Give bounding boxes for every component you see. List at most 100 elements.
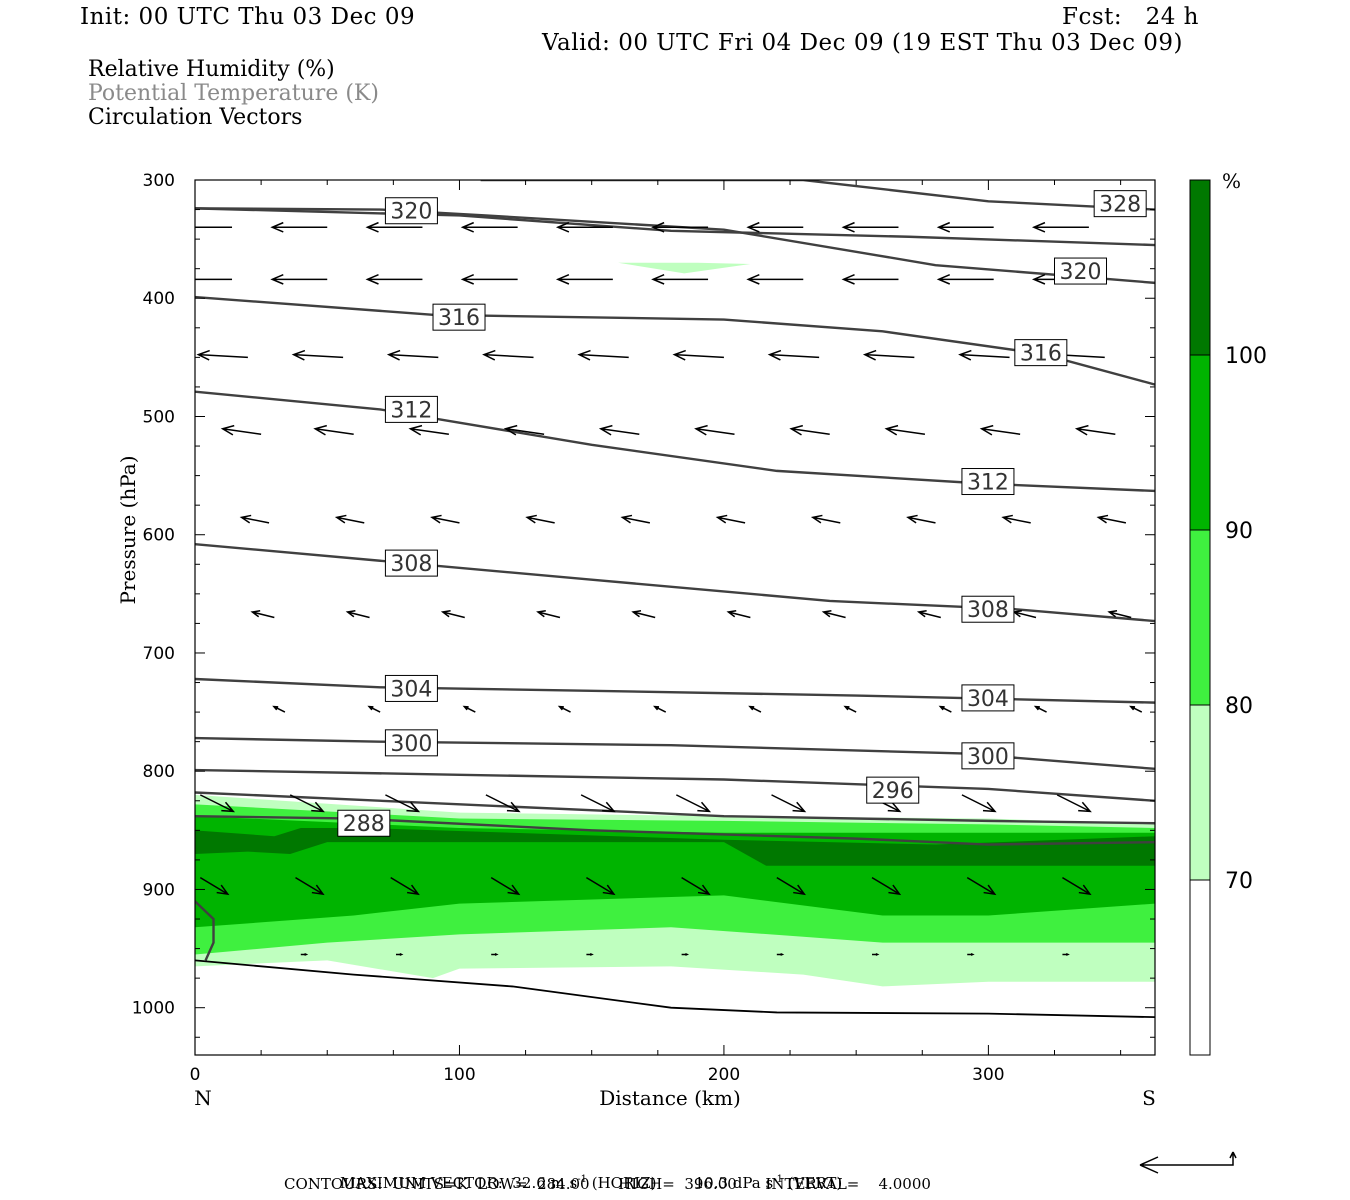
wind-vector	[1031, 221, 1089, 233]
contour-label-box	[384, 197, 438, 225]
isentrope-292	[195, 791, 1155, 825]
wind-vector	[440, 610, 465, 619]
wind-vector	[536, 610, 561, 619]
contour-label-box	[961, 684, 1015, 712]
x-tick-label: 200	[708, 1065, 740, 1085]
wind-vector	[821, 610, 846, 619]
rh-band-70	[618, 262, 751, 274]
contour-label-328: 328	[1099, 193, 1141, 218]
isentrope-316	[195, 295, 1155, 386]
wind-vector	[675, 794, 712, 813]
wind-vector	[651, 221, 709, 233]
colorbar-segment	[1190, 705, 1210, 880]
contour-label-316: 316	[438, 306, 480, 331]
reference-vector	[1139, 1151, 1237, 1174]
colorbar-label: 90	[1225, 519, 1253, 544]
max-vector-line: MAXIMUM VECTOR: 32.6 m s -1 (HORIZ) 10.3 …	[340, 1156, 842, 1192]
wind-vector	[872, 953, 880, 956]
max-vector-horiz: (HORIZ) 10.3 dPa s	[586, 1174, 774, 1192]
wind-vector	[979, 424, 1021, 436]
isentrope-300	[195, 736, 1155, 771]
wind-vector	[1129, 705, 1143, 713]
wind-vector	[385, 794, 421, 813]
wind-vector	[1074, 424, 1116, 436]
contour-label-320: 320	[390, 200, 432, 225]
wind-vector	[395, 953, 404, 956]
wind-vector	[367, 705, 381, 713]
y-tick-label: 300	[143, 171, 175, 191]
contour-label-box	[961, 595, 1015, 623]
wind-vector	[586, 953, 594, 956]
north-label: N	[194, 1086, 212, 1110]
colorbar-segment	[1190, 180, 1210, 355]
wind-vector	[961, 794, 997, 813]
wind-vector	[408, 424, 449, 436]
wind-vector	[272, 705, 286, 713]
contour-label-box	[384, 395, 438, 423]
wind-vector	[789, 424, 830, 436]
x-tick-label: 300	[972, 1065, 1004, 1085]
max-vector-vert: (VERT)	[782, 1174, 843, 1192]
rh-band-90	[195, 816, 1155, 928]
unit-exponent-vert: -1	[773, 1174, 783, 1185]
rh-band-100	[195, 827, 1155, 866]
wind-vector	[715, 514, 746, 524]
contour-label-312: 312	[967, 471, 1009, 496]
wind-vector	[365, 221, 423, 233]
y-tick-label: 600	[143, 526, 175, 546]
contour-label-box	[1054, 257, 1108, 285]
colorbar-label: 70	[1225, 869, 1253, 894]
wind-vector	[653, 705, 667, 713]
wind-vector	[580, 794, 616, 813]
wind-vector	[620, 514, 651, 524]
isentrope-324	[195, 207, 1155, 247]
colorbar-segment	[1190, 530, 1210, 705]
y-tick-label: 400	[143, 289, 175, 309]
wind-vector	[270, 273, 328, 285]
south-label: S	[1142, 1086, 1156, 1110]
contour-label-box	[866, 776, 920, 804]
surface-line	[195, 959, 1155, 1019]
isentrope-320	[195, 207, 1155, 285]
isentrope-284	[195, 900, 215, 961]
colorbar: 100 90 80 70%	[1189, 169, 1267, 1056]
wind-vector	[771, 794, 807, 813]
wind-vector	[916, 610, 941, 619]
wind-vector	[776, 953, 785, 956]
wind-vector	[239, 514, 270, 524]
wind-vector	[460, 221, 518, 233]
isentrope-308	[195, 542, 1155, 623]
colorbar-label: 100	[1225, 344, 1267, 369]
contour-label-box	[1014, 339, 1068, 367]
x-axis-label: Distance (km)	[599, 1086, 741, 1110]
wind-vector	[250, 610, 275, 619]
wind-vector	[220, 424, 262, 436]
contour-label-308: 308	[967, 598, 1009, 623]
contour-label-288: 288	[343, 812, 385, 837]
isentrope-304	[195, 677, 1155, 704]
wind-vector	[966, 876, 997, 896]
contour-label-box	[337, 809, 391, 837]
x-tick-label: 100	[443, 1065, 475, 1085]
wind-vector	[313, 424, 354, 436]
y-tick-label: 900	[143, 880, 175, 900]
wind-vector	[555, 221, 613, 233]
contour-label-box	[961, 742, 1015, 770]
legend-potential-temperature: Potential Temperature (K)	[88, 81, 379, 106]
plot-frame	[194, 179, 1156, 1056]
wind-vector	[291, 349, 344, 361]
isentrope-288	[195, 814, 1155, 846]
contour-label-300: 300	[390, 732, 432, 757]
wind-vector	[938, 705, 952, 713]
y-tick-label: 1000	[132, 999, 175, 1019]
max-vector-text: MAXIMUM VECTOR: 32.6 m s	[340, 1174, 578, 1192]
contour-label-box	[384, 729, 438, 757]
wind-vector	[345, 610, 370, 619]
contour-label-296: 296	[872, 779, 914, 804]
forecast-hour: Fcst: 24 h	[1062, 4, 1199, 30]
wind-vector	[1096, 514, 1127, 524]
y-tick-label: 800	[143, 762, 175, 782]
contour-label-box	[384, 674, 438, 702]
colorbar-frame	[1189, 179, 1211, 1056]
contour-label-box	[961, 468, 1015, 496]
